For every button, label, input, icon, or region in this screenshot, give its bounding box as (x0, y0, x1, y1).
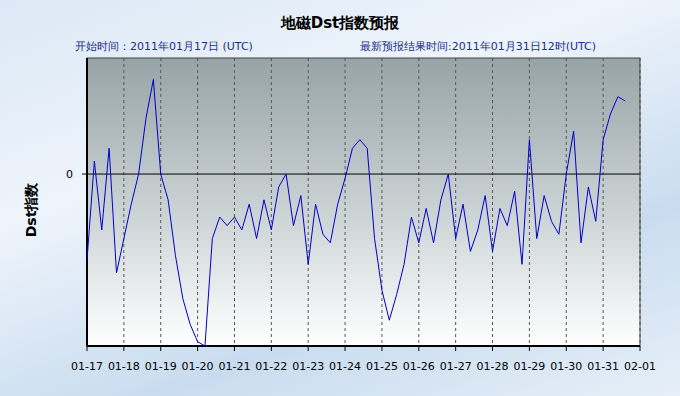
x-tick (234, 346, 235, 351)
x-grid-line (529, 58, 530, 346)
x-grid-line (197, 58, 198, 346)
x-grid-line (455, 58, 456, 346)
x-grid-line (308, 58, 309, 346)
series-group (87, 79, 625, 346)
x-grid-line (123, 58, 124, 346)
x-tick-label: 01-18 (108, 360, 140, 373)
x-grid-line (418, 58, 419, 346)
y-axis-label: Dst指数 (23, 182, 39, 238)
x-tick (418, 346, 419, 351)
x-tick (87, 346, 88, 351)
x-grid-line (381, 58, 382, 346)
x-tick-label: 02-01 (624, 360, 656, 373)
y-tick-label: 0 (66, 168, 73, 181)
x-tick (308, 346, 309, 351)
x-tick-label: 01-20 (182, 360, 214, 373)
x-tick-label: 01-25 (366, 360, 398, 373)
x-grid-line (603, 58, 604, 346)
x-tick (123, 346, 124, 351)
x-grid-line (271, 58, 272, 346)
x-tick (455, 346, 456, 351)
chart: 01-17 01-18 01-19 01-20 01-21 01-22 01-23 01-24… (0, 0, 680, 396)
x-tick-label: 01-29 (513, 360, 545, 373)
x-tick-label: 01-24 (329, 360, 361, 373)
x-tick-label: 01-19 (145, 360, 177, 373)
annotation: 最新预报结果时间:2011年01月31日12时(UTC) (360, 40, 596, 53)
x-grid-line (160, 58, 161, 346)
x-axis (87, 345, 640, 347)
y-axis (86, 58, 88, 346)
x-tick (381, 346, 382, 351)
x-grid-line (87, 58, 88, 346)
x-tick (492, 346, 493, 351)
x-tick (603, 346, 604, 351)
x-tick-label: 01-31 (587, 360, 619, 373)
x-grid-line (234, 58, 235, 346)
x-tick (566, 346, 567, 351)
x-tick-label: 01-27 (440, 360, 472, 373)
x-tick-label: 01-21 (218, 360, 250, 373)
x-tick-label: 01-26 (403, 360, 435, 373)
x-tick (345, 346, 346, 351)
x-tick (529, 346, 530, 351)
x-tick (271, 346, 272, 351)
y-grid-line (87, 174, 640, 175)
y-tick (82, 174, 87, 175)
plot-frame (87, 58, 640, 346)
x-tick-label: 01-22 (255, 360, 287, 373)
x-tick-label: 01-28 (477, 360, 509, 373)
x-tick (160, 346, 161, 351)
x-tick (640, 346, 641, 351)
x-tick-label: 01-17 (71, 360, 103, 373)
x-grid-line (345, 58, 346, 346)
x-tick-label: 01-23 (292, 360, 324, 373)
x-grid-line (566, 58, 567, 346)
dst-line (87, 79, 625, 346)
title: 地磁Dst指数预报 (280, 14, 401, 32)
subtitle: 开始时间：2011年01月17日 (UTC) (75, 40, 253, 53)
plot-area (87, 58, 640, 346)
x-grid-line (492, 58, 493, 346)
x-tick (197, 346, 198, 351)
x-tick-label: 01-30 (550, 360, 582, 373)
